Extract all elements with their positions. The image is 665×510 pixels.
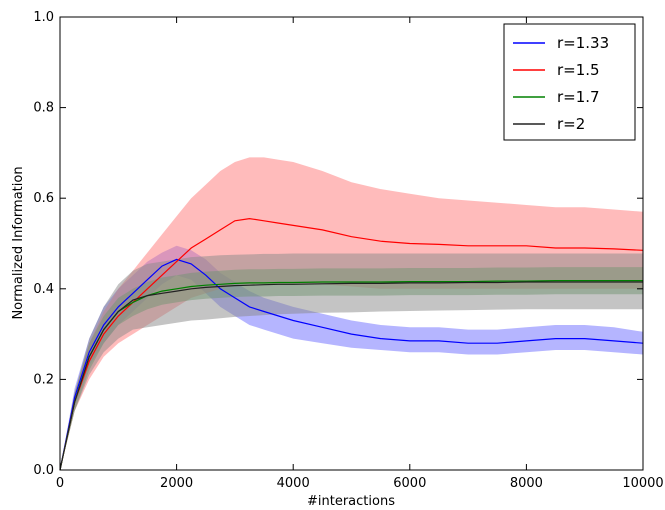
series-line-r-1-5 xyxy=(59,217,644,471)
x-tick-label: 10000 xyxy=(622,476,663,491)
y-axis-title: Normalized Information xyxy=(11,166,26,319)
legend-label: r=2 xyxy=(557,115,585,133)
band-r-1-5 xyxy=(60,157,643,470)
lines-layer xyxy=(59,217,644,471)
bands-layer xyxy=(60,157,643,470)
x-axis: 0 2000 4000 6000 8000 10000 xyxy=(56,17,664,491)
y-tick-label: 1.0 xyxy=(33,10,54,25)
x-tick-label: 2000 xyxy=(160,476,193,491)
x-tick-label: 0 xyxy=(56,476,64,491)
legend: r=1.33 r=1.5 r=1.7 r=2 xyxy=(503,23,636,141)
legend-label: r=1.33 xyxy=(557,34,609,52)
y-tick-label: 0.4 xyxy=(33,282,54,297)
plot-frame xyxy=(59,16,644,471)
y-tick-label: 0.8 xyxy=(33,101,54,116)
series-line-r-2 xyxy=(59,281,643,471)
y-tick-label: 0.6 xyxy=(33,191,54,206)
x-tick-label: 6000 xyxy=(393,476,426,491)
y-tick-label: 0.2 xyxy=(33,372,54,387)
legend-label: r=1.7 xyxy=(557,88,600,106)
series-line-r-1-7 xyxy=(59,280,643,471)
x-axis-title: #interactions xyxy=(307,494,395,509)
y-tick-label: 0.0 xyxy=(33,463,54,478)
legend-label: r=1.5 xyxy=(557,61,600,79)
series-line-r-1-33 xyxy=(59,258,644,471)
band-r-2 xyxy=(60,253,643,470)
y-axis: 0.0 0.2 0.4 0.6 0.8 1.0 xyxy=(33,10,643,478)
x-tick-label: 4000 xyxy=(277,476,310,491)
x-tick-label: 8000 xyxy=(510,476,543,491)
